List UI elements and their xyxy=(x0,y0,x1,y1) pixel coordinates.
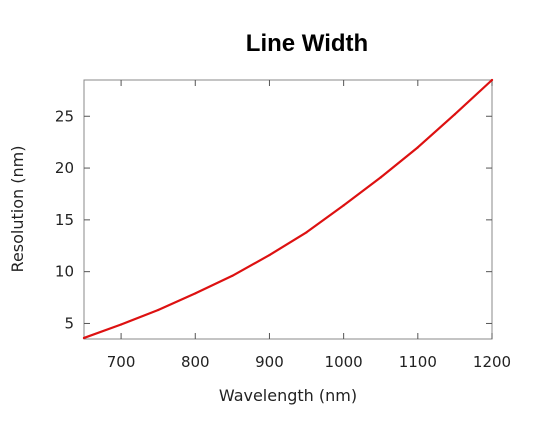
x-tick-label: 1200 xyxy=(473,353,511,371)
y-tick-label: 10 xyxy=(55,263,74,281)
x-tick-label: 1000 xyxy=(325,353,363,371)
tick-labels: 700 800 900 1000 1100 1200 5 10 15 20 25 xyxy=(55,107,511,371)
y-tick-label: 15 xyxy=(55,211,74,229)
plot-area xyxy=(83,79,493,340)
data-point xyxy=(231,274,234,277)
x-axis-label: Wavelength (nm) xyxy=(219,386,357,405)
y-tick-label: 20 xyxy=(55,159,74,177)
data-point xyxy=(157,308,160,312)
data-point xyxy=(82,336,86,340)
data-point xyxy=(194,292,197,295)
y-tick-label: 25 xyxy=(55,107,74,125)
data-point xyxy=(342,204,345,207)
series-group xyxy=(82,78,494,340)
data-point xyxy=(119,323,123,326)
data-point xyxy=(379,176,382,179)
series-line xyxy=(82,78,494,340)
tick-marks xyxy=(84,80,493,339)
data-point xyxy=(416,146,419,149)
chart-title: Line Width xyxy=(246,30,368,57)
y-tick-label: 5 xyxy=(64,314,74,332)
x-tick-label: 900 xyxy=(255,353,284,371)
data-point xyxy=(268,253,271,257)
data-point xyxy=(490,78,494,82)
x-tick-label: 800 xyxy=(181,353,210,371)
data-point xyxy=(453,113,457,116)
x-tick-label: 700 xyxy=(107,353,136,371)
data-point xyxy=(305,231,308,234)
x-tick-label: 1100 xyxy=(399,353,437,371)
y-axis-label: Resolution (nm) xyxy=(8,146,27,273)
